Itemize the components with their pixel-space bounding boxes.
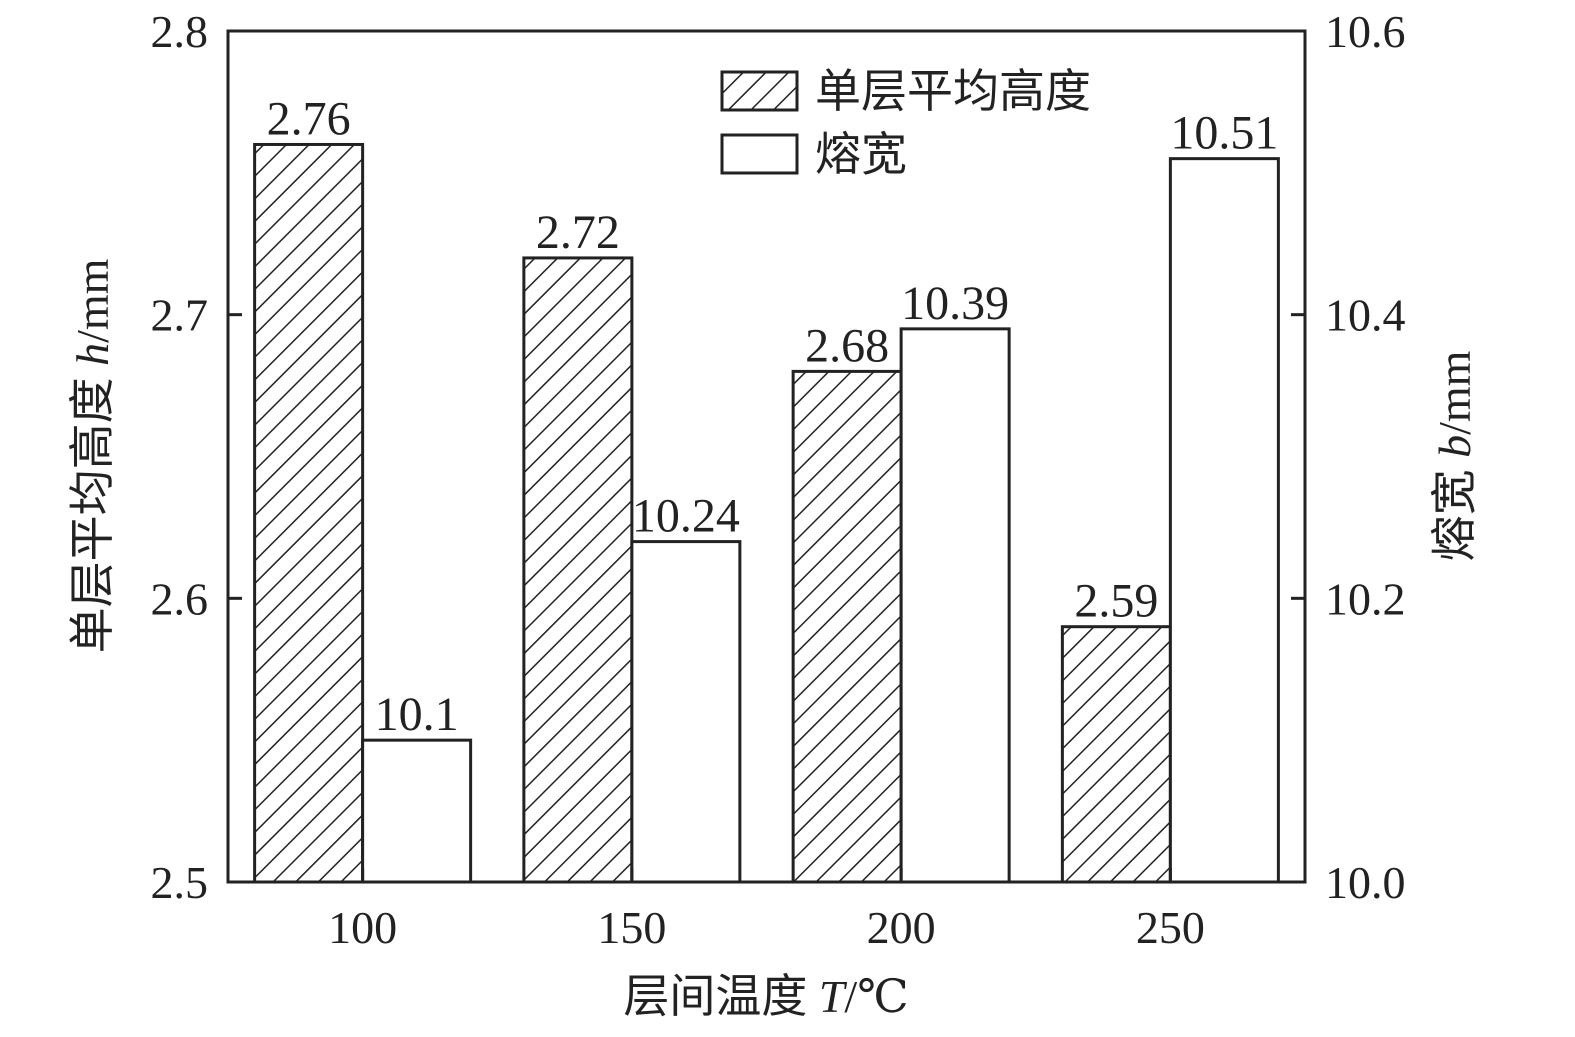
bar-width-100 [361, 738, 473, 884]
data-label-width-100: 10.1 [375, 688, 459, 741]
y-left-tick-label-2.8: 2.8 [151, 6, 209, 57]
data-label-height-200: 2.68 [805, 319, 889, 372]
y-right-tick-label-10.0: 10.0 [1325, 857, 1406, 908]
legend-label-width: 熔宽 [815, 129, 907, 180]
bar-height-200 [791, 369, 903, 884]
y-left-tick-label-2.6: 2.6 [151, 573, 209, 624]
bar-height-250 [1060, 625, 1172, 884]
y-right-tick-label-10.4: 10.4 [1325, 290, 1406, 341]
legend-swatch-height [720, 70, 799, 112]
y-axis-title-right: 熔宽 b/mm [1429, 350, 1480, 561]
data-label-height-250: 2.59 [1074, 575, 1158, 628]
bar-width-250 [1168, 157, 1280, 884]
bar-width-150 [630, 540, 742, 884]
legend-swatch-width [720, 133, 799, 175]
bar-height-100 [253, 142, 365, 884]
legend-label-height: 单层平均高度 [815, 66, 1091, 117]
y-left-tick-label-2.7: 2.7 [151, 290, 209, 341]
y-right-tick-label-10.6: 10.6 [1325, 6, 1406, 57]
bar-width-200 [899, 327, 1011, 884]
data-label-width-200: 10.39 [901, 277, 1009, 330]
x-tick-label-200: 200 [867, 902, 936, 953]
y-left-tick-label-2.5: 2.5 [151, 857, 209, 908]
ticks-layer: 100 150 200 250 2.5 2.6 2.7 2.8 10.0 10.2 10.4 10.6 [151, 6, 1406, 953]
x-tick-label-250: 250 [1136, 902, 1205, 953]
data-label-width-250: 10.51 [1170, 107, 1278, 160]
y-axis-title-left: 单层平均高度 h/mm [67, 258, 118, 653]
x-tick-label-100: 100 [328, 902, 397, 953]
bars-layer [253, 142, 1280, 884]
data-label-width-150: 10.24 [632, 490, 740, 543]
y-right-tick-label-10.2: 10.2 [1325, 573, 1406, 624]
data-label-height-100: 2.76 [267, 92, 351, 145]
x-axis-title: 层间温度 T/℃ [623, 971, 908, 1022]
legend: 单层平均高度 熔宽 [720, 66, 1091, 180]
bar-height-150 [522, 256, 634, 884]
x-tick-label-150: 150 [597, 902, 666, 953]
plot-frame [226, 29, 1307, 884]
data-label-height-150: 2.72 [536, 206, 620, 259]
